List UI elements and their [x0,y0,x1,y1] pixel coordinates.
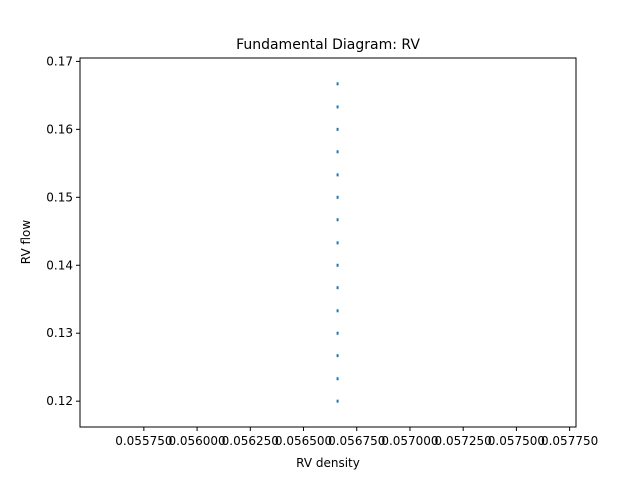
y-tick-label: 0.13 [46,326,73,340]
x-tick-label: 0.057250 [435,434,492,448]
y-tick-label: 0.15 [46,190,73,204]
x-tick-label: 0.056500 [275,434,332,448]
x-tick-label: 0.056250 [222,434,279,448]
x-axis-label: RV density [296,456,360,470]
y-axis-ticks: 0.12 0.13 0.14 0.15 0.16 0.17 [46,54,80,408]
data-points [336,82,339,403]
data-point-15 [336,82,339,86]
x-tick-label: 0.056750 [328,434,385,448]
data-point-9 [336,218,339,222]
x-tick-label: 0.057000 [381,434,438,448]
data-point-7 [336,263,339,267]
x-axis-ticks: 0.0557500.0560000.0562500.0565000.056750… [115,427,598,448]
data-point-14 [336,105,339,109]
data-point-3 [336,354,339,358]
data-point-5 [336,309,339,313]
y-tick-label: 0.14 [46,258,73,272]
y-tick-label: 0.17 [46,54,73,68]
data-point-13 [336,127,339,131]
data-point-2 [336,377,339,381]
y-tick-label: 0.16 [46,122,73,136]
data-point-8 [336,241,339,245]
data-point-12 [336,150,339,154]
x-tick-label: 0.057750 [541,434,598,448]
data-point-4 [336,331,339,335]
data-point-6 [336,286,339,290]
y-tick-label: 0.12 [46,394,73,408]
data-point-1 [336,399,339,403]
x-tick-label: 0.056000 [168,434,225,448]
data-point-10 [336,195,339,199]
y-axis-label: RV flow [19,220,33,265]
x-tick-label: 0.055750 [115,434,172,448]
chart-title: Fundamental Diagram: RV [236,37,420,53]
data-point-11 [336,173,339,177]
x-tick-label: 0.057500 [488,434,545,448]
plot-area-frame [79,57,577,428]
